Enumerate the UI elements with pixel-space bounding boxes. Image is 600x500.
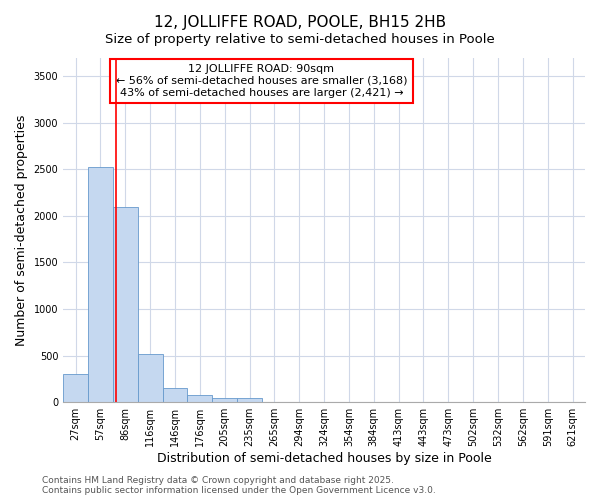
Y-axis label: Number of semi-detached properties: Number of semi-detached properties bbox=[15, 114, 28, 346]
Bar bbox=[163, 388, 187, 402]
Text: Size of property relative to semi-detached houses in Poole: Size of property relative to semi-detach… bbox=[105, 32, 495, 46]
X-axis label: Distribution of semi-detached houses by size in Poole: Distribution of semi-detached houses by … bbox=[157, 452, 491, 465]
Text: 12, JOLLIFFE ROAD, POOLE, BH15 2HB: 12, JOLLIFFE ROAD, POOLE, BH15 2HB bbox=[154, 15, 446, 30]
Bar bbox=[63, 374, 88, 402]
Text: 12 JOLLIFFE ROAD: 90sqm
← 56% of semi-detached houses are smaller (3,168)
43% of: 12 JOLLIFFE ROAD: 90sqm ← 56% of semi-de… bbox=[116, 64, 407, 98]
Bar bbox=[138, 354, 163, 402]
Bar bbox=[88, 166, 113, 402]
Text: Contains HM Land Registry data © Crown copyright and database right 2025.
Contai: Contains HM Land Registry data © Crown c… bbox=[42, 476, 436, 495]
Bar bbox=[187, 395, 212, 402]
Bar bbox=[237, 398, 262, 402]
Bar bbox=[113, 206, 138, 402]
Bar bbox=[212, 398, 237, 402]
